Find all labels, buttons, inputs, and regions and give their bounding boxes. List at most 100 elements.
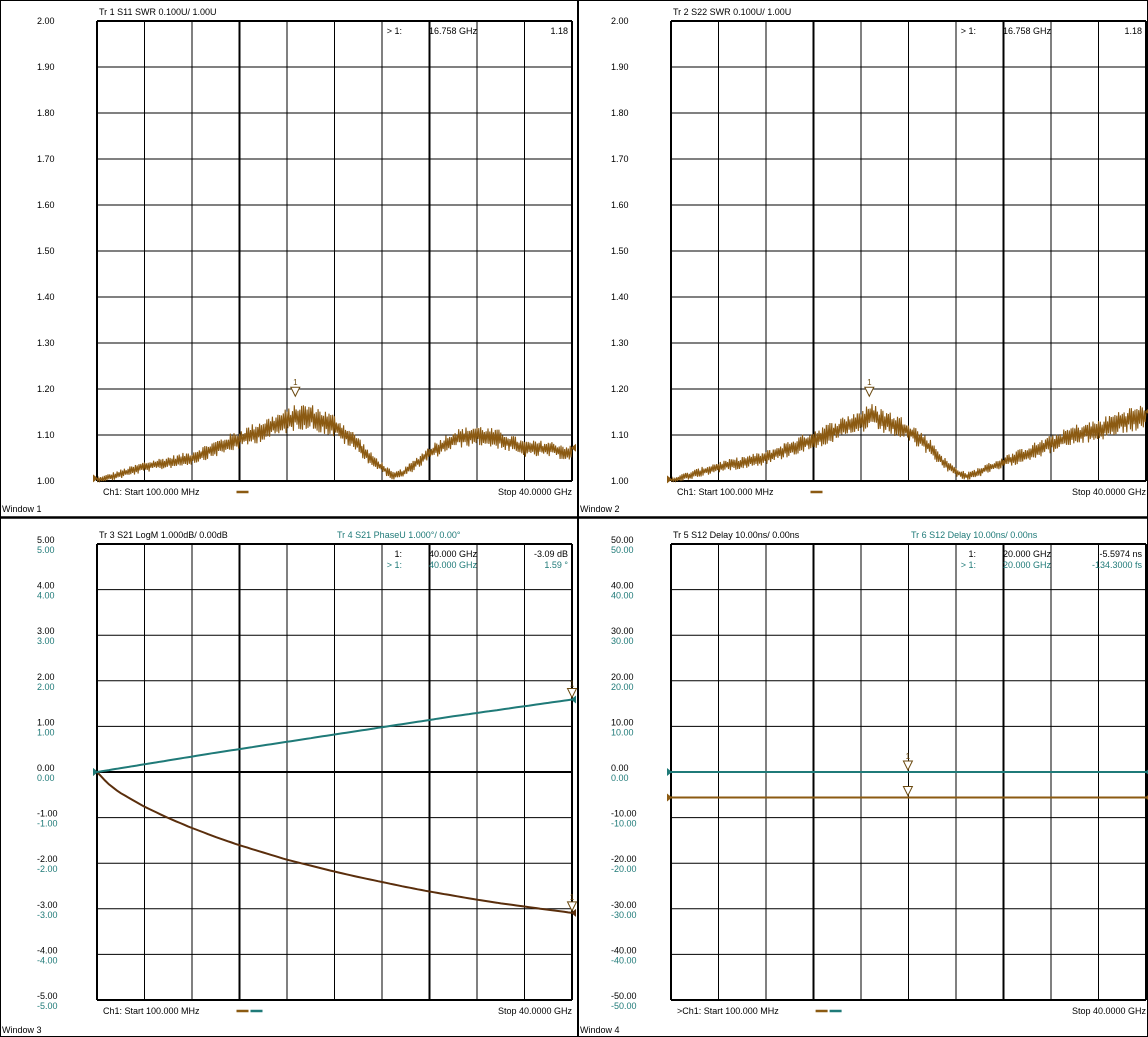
y-tick-label-secondary: 3.00 [37, 636, 55, 646]
reference-arrow-left-icon [667, 793, 672, 802]
marker-triangle-icon [290, 386, 301, 398]
marker-readout-frequency: 20.000 GHz [1003, 549, 1052, 559]
y-tick-label-secondary: -4.00 [37, 955, 58, 965]
y-tick-label-primary: 10.00 [611, 717, 634, 727]
window-label: Window 1 [2, 504, 42, 514]
y-tick-label-primary: 2.00 [37, 672, 55, 682]
reference-arrow-right-icon [571, 443, 576, 452]
y-tick-label-primary: -20.00 [611, 854, 637, 864]
marker-number-label: 1 [867, 378, 872, 387]
y-tick-label-primary: 1.00 [37, 717, 55, 727]
stop-frequency-label: Stop 40.0000 GHz [1072, 487, 1147, 497]
y-tick-label-secondary: 30.00 [611, 636, 634, 646]
y-tick-label-secondary: 4.00 [37, 591, 55, 601]
y-tick-label-secondary: 40.00 [611, 591, 634, 601]
stop-frequency-label: Stop 40.0000 GHz [1072, 1006, 1147, 1016]
trace-line [96, 771, 573, 914]
reference-arrow-right-icon [1145, 795, 1148, 800]
plot-grid [96, 543, 573, 1001]
y-tick-label: 2.00 [611, 16, 629, 26]
marker-readout-index: > 1: [387, 560, 402, 570]
y-tick-label-secondary: 0.00 [611, 773, 629, 783]
y-tick-label-primary: -4.00 [37, 945, 58, 955]
marker-readout-index: 1: [968, 549, 976, 559]
y-tick-label: 1.00 [611, 476, 629, 486]
trace-group: 1 [667, 752, 1148, 802]
marker-readout-value: -3.09 dB [534, 549, 568, 559]
start-frequency-label: Ch1: Start 100.000 MHz [103, 487, 200, 497]
marker-readout-value: 1.18 [550, 26, 568, 36]
reference-arrow-left-icon [667, 475, 672, 484]
y-tick-label: 1.30 [37, 338, 55, 348]
reference-arrow-right-icon [1145, 408, 1148, 414]
reference-arrow-left-icon [93, 474, 98, 483]
marker-triangle-icon [902, 786, 914, 797]
y-tick-label: 1.40 [37, 292, 55, 302]
y-tick-label: 1.20 [611, 384, 629, 394]
y-tick-label: 1.60 [611, 200, 629, 210]
reference-arrow-right-icon [571, 695, 576, 704]
y-tick-label: 1.20 [37, 384, 55, 394]
y-tick-label-secondary: 5.00 [37, 545, 55, 555]
start-frequency-label: Ch1: Start 100.000 MHz [103, 1006, 200, 1016]
stop-frequency-label: Stop 40.0000 GHz [498, 487, 573, 497]
y-tick-label: 1.70 [611, 154, 629, 164]
y-tick-label: 1.50 [611, 246, 629, 256]
trace-header: Tr 3 S21 LogM 1.000dB/ 0.00dB [99, 530, 228, 540]
y-tick-label-primary: 5.00 [37, 535, 55, 545]
y-tick-label-secondary: 10.00 [611, 727, 634, 737]
window-label: Window 2 [580, 504, 620, 514]
window-1: 2.00 1.90 1.80 1.70 1.60 1.50 1.40 1.30 1.20 1.10… [2, 7, 576, 514]
y-tick-label-secondary: -5.00 [37, 1001, 58, 1011]
marker-readout-frequency: 16.758 GHz [429, 26, 478, 36]
plot-grid [96, 20, 573, 482]
marker-number-label: 1 [293, 378, 298, 387]
y-tick-label-secondary: -50.00 [611, 1001, 637, 1011]
y-tick-label-secondary: -2.00 [37, 864, 58, 874]
y-tick-label-secondary: -40.00 [611, 955, 637, 965]
y-tick-label-primary: 30.00 [611, 626, 634, 636]
y-tick-label-secondary: -20.00 [611, 864, 637, 874]
start-frequency-label: Ch1: Start 100.000 MHz [677, 487, 774, 497]
y-tick-label-primary: -1.00 [37, 809, 58, 819]
y-tick-label: 1.80 [611, 108, 629, 118]
y-tick-label-secondary: -10.00 [611, 819, 637, 829]
y-tick-label-primary: 3.00 [37, 626, 55, 636]
y-tick-label: 1.60 [37, 200, 55, 210]
y-tick-label-secondary: -1.00 [37, 819, 58, 829]
y-tick-label: 2.00 [37, 16, 55, 26]
y-tick-label: 1.10 [37, 430, 55, 440]
y-tick-label-primary: -50.00 [611, 991, 637, 1001]
trace-header: Tr 2 S22 SWR 0.100U/ 1.00U [673, 7, 791, 17]
marker-triangle-icon [566, 901, 578, 913]
trace-header: Tr 6 S12 Delay 10.00ns/ 0.00ns [911, 530, 1038, 540]
window-3: 5.005.00 4.004.00 3.003.00 2.002.00 1.001.00… [2, 530, 578, 1035]
marker-readout-index: 1: [394, 549, 402, 559]
marker-number-label: 1 [570, 679, 575, 688]
marker-readout-index: > 1: [961, 26, 976, 36]
marker-readout-value: -5.5974 ns [1099, 549, 1142, 559]
marker-number-label: 1 [906, 752, 911, 761]
reference-arrow-left-icon [667, 768, 672, 776]
reference-arrow-right-icon [1145, 769, 1148, 775]
reference-arrow-left-icon [93, 768, 98, 776]
y-tick-label-secondary: -3.00 [37, 910, 58, 920]
marker-triangle-icon [864, 386, 875, 398]
trace-header: Tr 1 S11 SWR 0.100U/ 1.00U [99, 7, 217, 17]
y-tick-label: 1.30 [611, 338, 629, 348]
window-label: Window 3 [2, 1025, 42, 1035]
trace-group: 1 [93, 378, 576, 484]
marker-readout-frequency: 20.000 GHz [1003, 560, 1052, 570]
y-tick-label-primary: 0.00 [37, 763, 55, 773]
marker-readout-index: > 1: [961, 560, 976, 570]
y-tick-label-primary: -5.00 [37, 991, 58, 1001]
reference-arrow-right-icon [571, 908, 576, 917]
trace-line [96, 698, 573, 773]
y-tick-label: 1.10 [611, 430, 629, 440]
trace-line [670, 404, 1147, 483]
y-tick-label-primary: -2.00 [37, 854, 58, 864]
y-tick-label: 1.90 [611, 62, 629, 72]
trace-header: Tr 5 S12 Delay 10.00ns/ 0.00ns [673, 530, 800, 540]
y-tick-label: 1.00 [37, 476, 55, 486]
